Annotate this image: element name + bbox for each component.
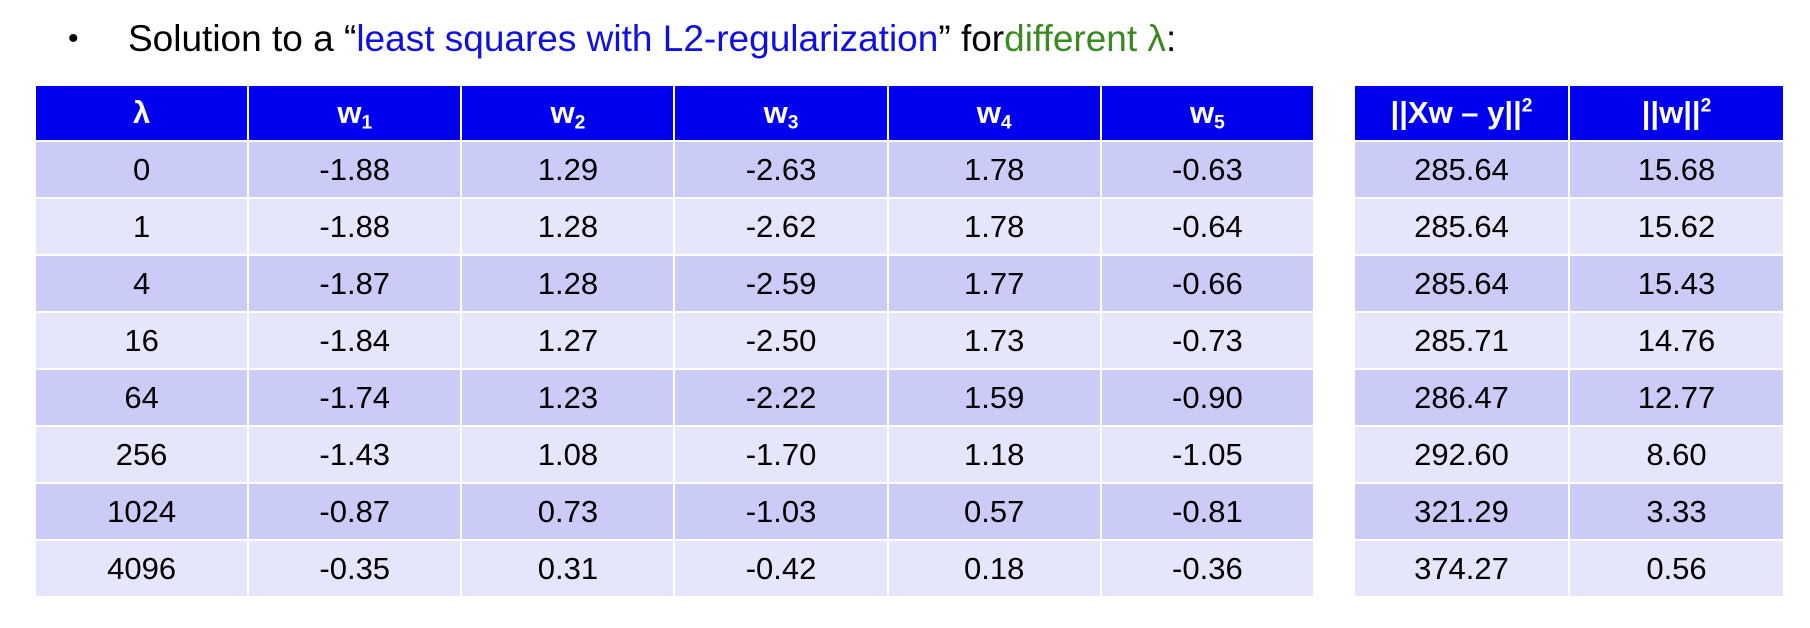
- bullet-text-middle: ” for: [938, 18, 1005, 59]
- header-lambda: λ: [33, 84, 250, 142]
- metrics-table-header: ||Xw – y||2 ||w||2: [1353, 84, 1785, 142]
- table-row: 1 -1.88 1.28 -2.62 1.78 -0.64: [33, 197, 1316, 256]
- w1-cell: -1.43: [247, 425, 463, 484]
- w3-cell: -2.50: [673, 311, 889, 370]
- w4-cell: 1.78: [886, 197, 1102, 256]
- table-row: 0 -1.88 1.29 -2.63 1.78 -0.63: [33, 140, 1316, 199]
- weight-norm-cell: 15.62: [1568, 197, 1785, 256]
- w4-cell: 1.18: [886, 425, 1102, 484]
- lambda-cell: 0: [33, 140, 250, 199]
- w1-cell: -1.87: [247, 254, 463, 313]
- w4-cell: 1.78: [886, 140, 1102, 199]
- residual-norm-cell: 285.64: [1353, 254, 1570, 313]
- w5-cell: -0.66: [1099, 254, 1316, 313]
- table-row: 64 -1.74 1.23 -2.22 1.59 -0.90: [33, 368, 1316, 427]
- header-w1: w1: [247, 84, 463, 142]
- w5-cell: -0.73: [1099, 311, 1316, 370]
- residual-norm-cell: 285.64: [1353, 140, 1570, 199]
- table-row: 1024 -0.87 0.73 -1.03 0.57 -0.81: [33, 482, 1316, 541]
- w4-cell: 1.77: [886, 254, 1102, 313]
- header-w3: w3: [673, 84, 889, 142]
- w1-cell: -0.35: [247, 539, 463, 598]
- bullet-text-before: Solution to a “: [128, 18, 357, 59]
- weight-norm-cell: 8.60: [1568, 425, 1785, 484]
- w2-cell: 1.28: [460, 197, 676, 256]
- coefficient-table-header: λ w1 w2 w3 w4 w5: [33, 84, 1316, 142]
- w5-cell: -1.05: [1099, 425, 1316, 484]
- table-row: 292.60 8.60: [1353, 425, 1785, 484]
- lambda-cell: 4: [33, 254, 250, 313]
- weight-norm-cell: 14.76: [1568, 311, 1785, 370]
- residual-norm-cell: 292.60: [1353, 425, 1570, 484]
- w3-cell: -2.62: [673, 197, 889, 256]
- w5-cell: -0.64: [1099, 197, 1316, 256]
- w5-cell: -0.63: [1099, 140, 1316, 199]
- lambda-cell: 4096: [33, 539, 250, 598]
- weight-norm-cell: 3.33: [1568, 482, 1785, 541]
- residual-norm-cell: 321.29: [1353, 482, 1570, 541]
- table-row: 321.29 3.33: [1353, 482, 1785, 541]
- w2-cell: 0.31: [460, 539, 676, 598]
- w3-cell: -2.59: [673, 254, 889, 313]
- w1-cell: -1.88: [247, 197, 463, 256]
- lambda-cell: 1: [33, 197, 250, 256]
- table-row: 4096 -0.35 0.31 -0.42 0.18 -0.36: [33, 539, 1316, 598]
- w1-cell: -1.84: [247, 311, 463, 370]
- w2-cell: 1.27: [460, 311, 676, 370]
- table-row: 256 -1.43 1.08 -1.70 1.18 -1.05: [33, 425, 1316, 484]
- slide-bullet-line: • Solution to a “least squares with L2-r…: [68, 14, 1176, 64]
- w2-cell: 1.23: [460, 368, 676, 427]
- w3-cell: -0.42: [673, 539, 889, 598]
- bullet-text-after: :: [1165, 18, 1177, 59]
- w5-cell: -0.36: [1099, 539, 1316, 598]
- w1-cell: -1.74: [247, 368, 463, 427]
- coefficient-table: λ w1 w2 w3 w4 w5 0 -1.88 1.29 -2.63 1.78…: [33, 84, 1316, 598]
- table-row: 285.64 15.43: [1353, 254, 1785, 313]
- w3-cell: -2.63: [673, 140, 889, 199]
- lambda-cell: 256: [33, 425, 250, 484]
- metrics-table: ||Xw – y||2 ||w||2 285.64 15.68 285.64 1…: [1353, 84, 1785, 598]
- header-weight-norm: ||w||2: [1568, 84, 1785, 142]
- residual-norm-cell: 285.71: [1353, 311, 1570, 370]
- weight-norm-cell: 12.77: [1568, 368, 1785, 427]
- lambda-cell: 64: [33, 368, 250, 427]
- header-residual-norm: ||Xw – y||2: [1353, 84, 1570, 142]
- table-row: 4 -1.87 1.28 -2.59 1.77 -0.66: [33, 254, 1316, 313]
- w4-cell: 0.57: [886, 482, 1102, 541]
- table-row: 374.27 0.56: [1353, 539, 1785, 598]
- residual-norm-cell: 285.64: [1353, 197, 1570, 256]
- table-row: 285.64 15.62: [1353, 197, 1785, 256]
- w4-cell: 1.59: [886, 368, 1102, 427]
- weight-norm-cell: 15.68: [1568, 140, 1785, 199]
- w5-cell: -0.81: [1099, 482, 1316, 541]
- w3-cell: -1.03: [673, 482, 889, 541]
- table-row: 285.71 14.76: [1353, 311, 1785, 370]
- w1-cell: -0.87: [247, 482, 463, 541]
- w5-cell: -0.90: [1099, 368, 1316, 427]
- header-w4: w4: [886, 84, 1102, 142]
- bullet-highlight-green: different λ: [1004, 18, 1166, 59]
- bullet-highlight-blue: least squares with L2-regularization: [356, 18, 939, 59]
- w1-cell: -1.88: [247, 140, 463, 199]
- residual-norm-cell: 374.27: [1353, 539, 1570, 598]
- w2-cell: 1.08: [460, 425, 676, 484]
- header-w2: w2: [460, 84, 676, 142]
- w4-cell: 0.18: [886, 539, 1102, 598]
- w3-cell: -2.22: [673, 368, 889, 427]
- w4-cell: 1.73: [886, 311, 1102, 370]
- w2-cell: 1.29: [460, 140, 676, 199]
- w2-cell: 0.73: [460, 482, 676, 541]
- bullet-icon: •: [68, 22, 79, 55]
- residual-norm-cell: 286.47: [1353, 368, 1570, 427]
- table-row: 286.47 12.77: [1353, 368, 1785, 427]
- lambda-cell: 16: [33, 311, 250, 370]
- lambda-cell: 1024: [33, 482, 250, 541]
- header-w5: w5: [1099, 84, 1316, 142]
- weight-norm-cell: 0.56: [1568, 539, 1785, 598]
- table-row: 16 -1.84 1.27 -2.50 1.73 -0.73: [33, 311, 1316, 370]
- weight-norm-cell: 15.43: [1568, 254, 1785, 313]
- w3-cell: -1.70: [673, 425, 889, 484]
- table-row: 285.64 15.68: [1353, 140, 1785, 199]
- w2-cell: 1.28: [460, 254, 676, 313]
